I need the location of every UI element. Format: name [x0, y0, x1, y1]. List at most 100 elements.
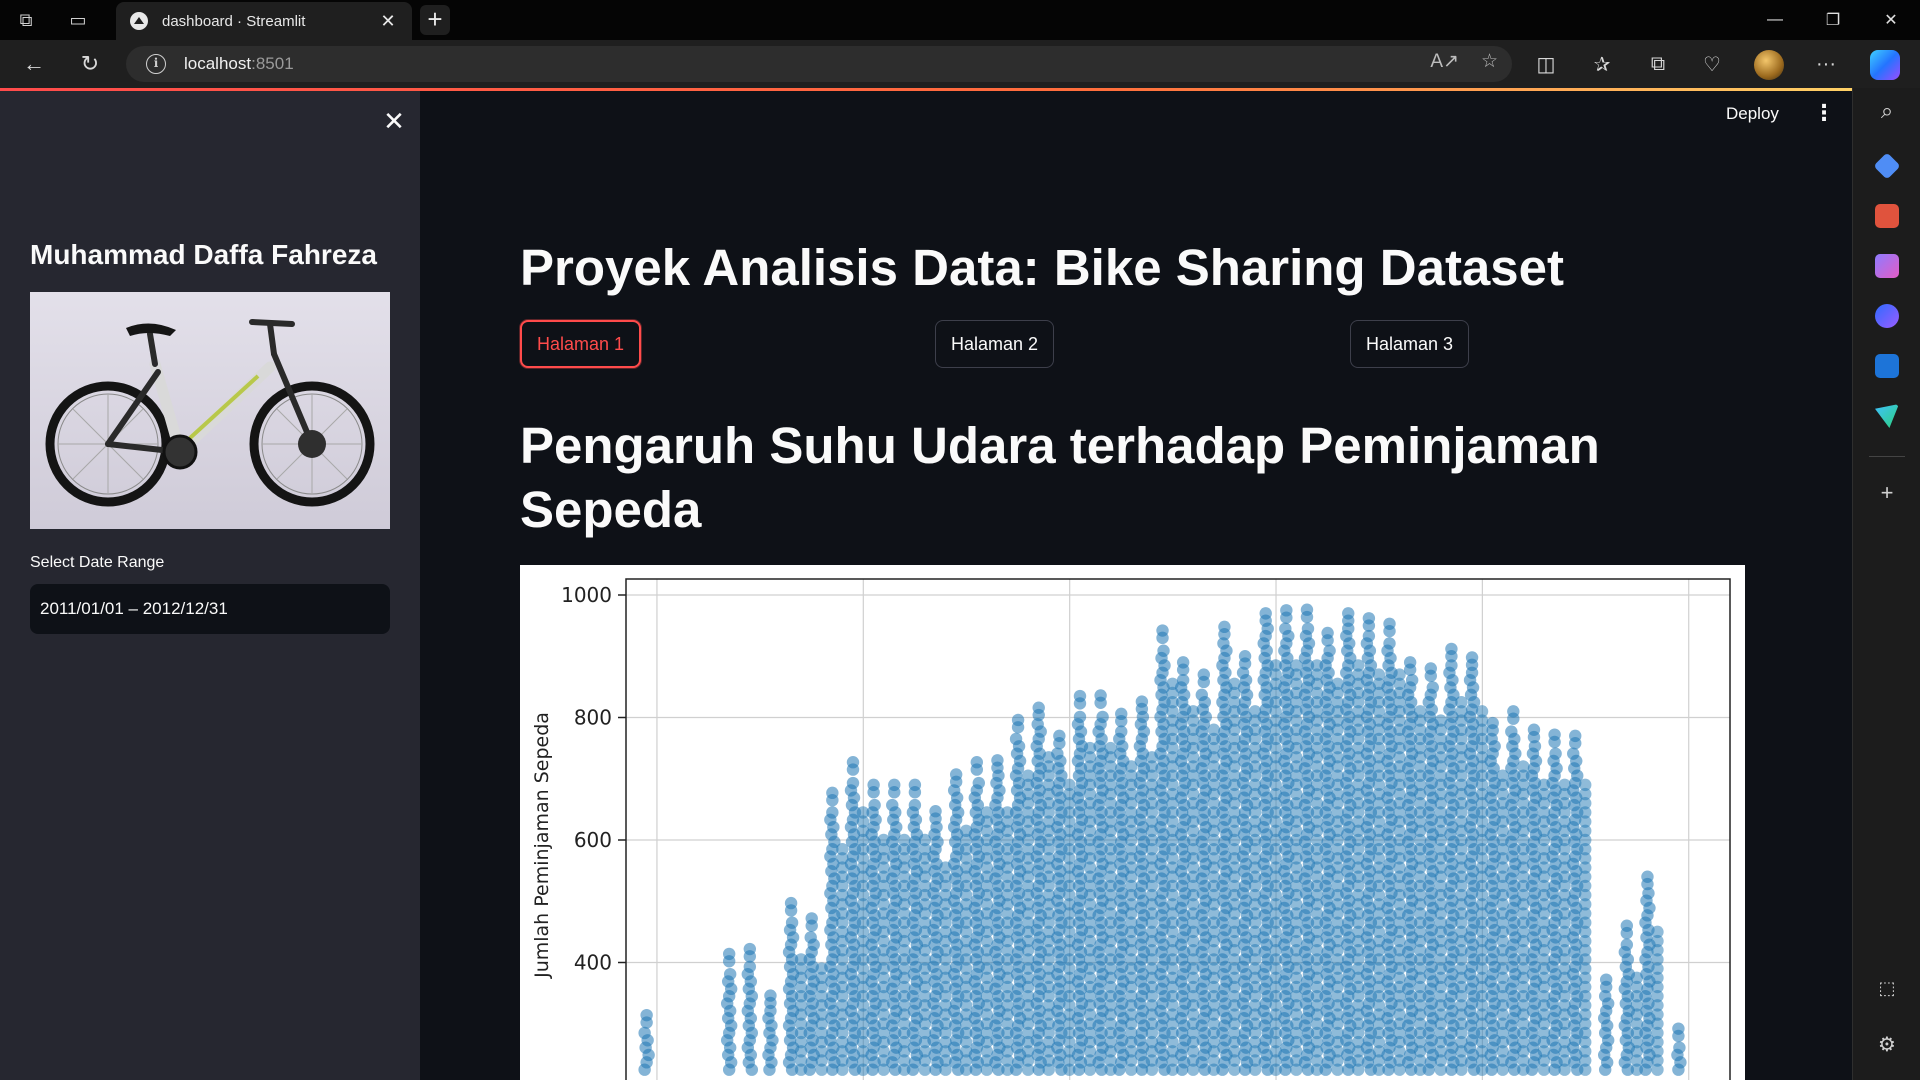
scatter-point	[1393, 741, 1406, 755]
scatter-point	[1630, 1063, 1644, 1076]
send-icon[interactable]	[1875, 404, 1899, 428]
scatter-point	[856, 962, 870, 975]
date-range-input[interactable]: 2011/01/01 – 2012/12/31	[30, 584, 390, 634]
scatter-point	[1042, 1054, 1055, 1067]
collections-icon[interactable]: ⧉	[1650, 52, 1666, 75]
scatter-point	[1145, 806, 1159, 819]
profile-avatar[interactable]	[1754, 50, 1784, 80]
page-button-halaman-1[interactable]: Halaman 1	[520, 320, 642, 368]
scatter-point	[1228, 971, 1241, 985]
minimize-icon[interactable]: —	[1767, 11, 1783, 28]
scatter-point	[1125, 898, 1138, 911]
scatter-point	[1290, 1026, 1303, 1040]
favorite-star-icon[interactable]: ☆	[1480, 51, 1498, 72]
scatter-point	[1290, 695, 1303, 709]
scatter-point	[1475, 806, 1489, 819]
scatter-point	[1475, 888, 1489, 902]
scatter-point	[1352, 916, 1365, 929]
scatter-point	[1372, 888, 1386, 902]
games-icon[interactable]	[1875, 254, 1899, 278]
new-tab-button[interactable]: +	[420, 5, 450, 35]
tab-close-icon[interactable]: ✕	[380, 10, 396, 31]
scatter-point	[1145, 769, 1159, 782]
tab-actions-icon[interactable]: ▭	[69, 9, 87, 30]
scatter-point	[1104, 769, 1117, 782]
back-arrow-icon[interactable]: ←	[23, 51, 45, 76]
scatter-point	[1537, 842, 1551, 856]
scatter-point	[1579, 999, 1592, 1012]
refresh-icon[interactable]: ↻	[80, 51, 100, 76]
scatter-point	[1207, 797, 1220, 810]
deploy-button[interactable]: Deploy	[1726, 104, 1779, 123]
section-title: Pengaruh Suhu Udara terhadap Peminjaman …	[520, 417, 1600, 538]
y-axis-label: Jumlah Peminjaman Sepeda	[531, 712, 553, 979]
page-button-halaman-2[interactable]: Halaman 2	[935, 320, 1055, 368]
scatter-point	[980, 1008, 994, 1021]
scatter-point	[1310, 806, 1324, 819]
scatter-point	[1207, 925, 1220, 939]
screenshot-icon[interactable]: ⬚	[1878, 978, 1896, 998]
scatter-point	[1331, 824, 1344, 838]
scatter-point	[1269, 732, 1282, 746]
scatter-point	[1228, 732, 1241, 746]
scatter-point	[1579, 1054, 1592, 1067]
browser-tab-active[interactable]: dashboard · Streamlit ✕	[116, 2, 412, 40]
site-info-icon[interactable]: i	[146, 54, 166, 74]
add-icon[interactable]: +	[1880, 480, 1894, 505]
scatter-point	[1001, 815, 1014, 828]
scatter-point	[1156, 624, 1169, 637]
microsoft-365-icon[interactable]	[1875, 304, 1899, 328]
scatter-point	[1269, 1035, 1282, 1049]
close-window-icon[interactable]: ✕	[1884, 12, 1898, 29]
scatter-point	[1496, 806, 1509, 819]
scatter-point	[1393, 815, 1406, 828]
scatter-point	[1579, 953, 1592, 966]
scatter-point	[1413, 723, 1427, 736]
scatter-point	[1310, 925, 1324, 939]
settings-more-icon[interactable]: ···	[1816, 52, 1836, 75]
workspaces-icon[interactable]: ⧉	[19, 9, 33, 30]
scatter-point	[1331, 916, 1344, 929]
shopping-tag-icon[interactable]	[1873, 152, 1901, 180]
scatter-point	[1021, 1008, 1035, 1021]
scatter-point	[1537, 934, 1551, 948]
outlook-icon[interactable]	[1875, 354, 1899, 378]
scatter-point	[1642, 887, 1655, 900]
search-icon[interactable]: ⌕	[1880, 98, 1894, 123]
scatter-point	[1104, 1063, 1117, 1076]
restore-icon[interactable]: ❐	[1825, 12, 1841, 29]
scatter-point	[1228, 1017, 1241, 1030]
scatter-point	[1496, 842, 1509, 856]
scatter-point	[1207, 888, 1220, 902]
scatter-point	[1517, 870, 1530, 883]
favorites-icon[interactable]: ✰	[1593, 53, 1611, 76]
close-sidebar-icon[interactable]: ✕	[383, 106, 405, 136]
scatter-point	[1135, 695, 1149, 708]
scatter-point	[1579, 787, 1592, 801]
address-bar[interactable]: i localhost:8501 A↗ ☆	[126, 46, 1512, 82]
browser-essentials-icon[interactable]: ♡	[1703, 53, 1721, 76]
scatter-point	[794, 962, 808, 975]
scatter-point	[1321, 626, 1334, 640]
main-menu-icon[interactable]: ⋮	[1813, 100, 1835, 125]
scatter-point	[1042, 980, 1055, 994]
page-button-halaman-3[interactable]: Halaman 3	[1350, 320, 1470, 368]
scatter-point	[1145, 833, 1159, 847]
copilot-icon[interactable]	[1870, 50, 1900, 80]
gear-icon[interactable]: ⚙	[1878, 1034, 1896, 1056]
scatter-point	[1104, 1035, 1117, 1049]
scatter-point	[1393, 971, 1406, 985]
scatter-point	[877, 852, 890, 865]
scatter-point	[1104, 778, 1117, 792]
scatter-point	[1248, 732, 1262, 746]
scatter-point	[1310, 778, 1324, 792]
scatter-point	[1393, 852, 1406, 865]
scatter-point	[1290, 842, 1303, 856]
scatter-point	[1517, 888, 1530, 902]
split-screen-icon[interactable]: ◫	[1536, 53, 1556, 76]
scatter-point	[1310, 971, 1324, 985]
tools-briefcase-icon[interactable]	[1875, 204, 1899, 228]
scatter-point	[743, 960, 757, 973]
scatter-point	[1042, 907, 1055, 920]
read-aloud-icon[interactable]: A↗	[1430, 51, 1459, 72]
